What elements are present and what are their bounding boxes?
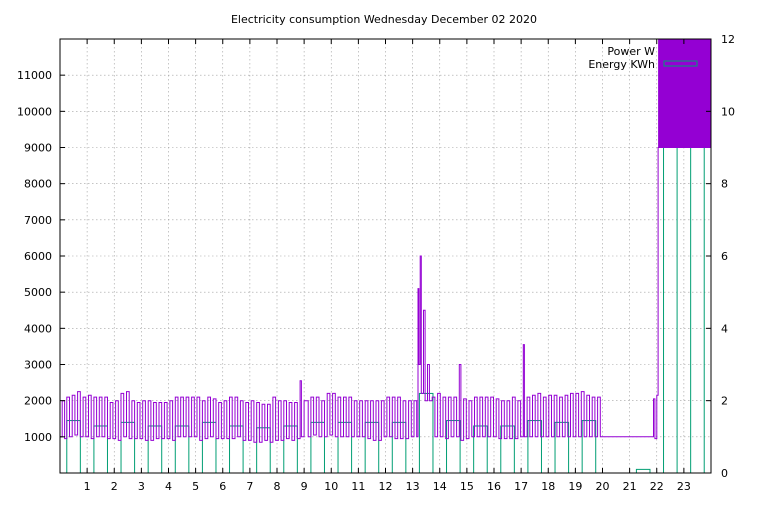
- grid: [60, 39, 711, 473]
- y-tick-label: 6000: [24, 250, 52, 263]
- energy-bar: [229, 425, 244, 474]
- energy-bar: [663, 114, 678, 474]
- x-tick-label: 9: [301, 480, 308, 493]
- y-tick-label: 5000: [24, 286, 52, 299]
- y-tick-label: 1000: [24, 431, 52, 444]
- y2-tick-label: 4: [721, 322, 728, 335]
- y-tick-label: 9000: [24, 142, 52, 155]
- x-tick-label: 2: [111, 480, 118, 493]
- y2-tick-label: 12: [721, 33, 735, 46]
- energy-bar: [201, 421, 217, 474]
- energy-boxes: [66, 103, 705, 474]
- x-tick-label: 20: [596, 480, 610, 493]
- legend-power-label: Power W: [607, 45, 655, 58]
- energy-bar: [147, 425, 163, 474]
- legend: Power W Energy KWh: [588, 45, 698, 71]
- x-tick-label: 19: [568, 480, 582, 493]
- energy-bar: [66, 420, 81, 474]
- energy-bar: [120, 421, 136, 474]
- x-tick-label: 15: [460, 480, 474, 493]
- energy-bar: [256, 427, 271, 474]
- energy-bar: [418, 392, 434, 474]
- y2-tick-label: 10: [721, 105, 735, 118]
- y-tick-label: 4000: [24, 322, 52, 335]
- energy-bar: [635, 468, 651, 474]
- x-tick-label: 3: [138, 480, 145, 493]
- y-tick-label: 3000: [24, 359, 52, 372]
- power-peak-fill: [658, 39, 711, 148]
- energy-bar: [364, 421, 380, 474]
- x-tick-label: 18: [541, 480, 555, 493]
- energy-bar: [283, 425, 298, 474]
- energy-bar: [93, 425, 108, 474]
- x-tick-label: 5: [192, 480, 199, 493]
- x-tick-label: 6: [219, 480, 226, 493]
- x-tick-label: 7: [246, 480, 253, 493]
- y2-tick-label: 8: [721, 178, 728, 191]
- energy-bar: [690, 103, 705, 474]
- energy-bar: [391, 421, 407, 474]
- x-tick-label: 21: [623, 480, 637, 493]
- x-tick-label: 14: [433, 480, 447, 493]
- x-tick-label: 23: [677, 480, 691, 493]
- x-tick-label: 16: [487, 480, 501, 493]
- y-tick-label: 11000: [17, 69, 52, 82]
- x-tick-label: 17: [514, 480, 528, 493]
- y2-tick-label: 0: [721, 467, 728, 480]
- legend-energy-label: Energy KWh: [588, 58, 655, 71]
- x-tick-label: 12: [379, 480, 393, 493]
- chart-title: Electricity consumption Wednesday Decemb…: [231, 13, 537, 26]
- axis-ticks: 1 2 3 4 5 6 7 8 9 10 11 12 13 14 15 16 17 18 19 20 21 22 23100…: [17, 33, 735, 493]
- y-tick-label: 8000: [24, 178, 52, 191]
- x-tick-label: 10: [324, 480, 338, 493]
- x-tick-label: 1: [84, 480, 91, 493]
- x-tick-label: 11: [351, 480, 365, 493]
- x-tick-label: 4: [165, 480, 172, 493]
- y2-tick-label: 6: [721, 250, 728, 263]
- power-line: [60, 147, 711, 443]
- y-tick-label: 7000: [24, 214, 52, 227]
- x-tick-label: 8: [274, 480, 281, 493]
- power-series: [60, 39, 711, 443]
- y-tick-label: 10000: [17, 105, 52, 118]
- energy-bar: [337, 421, 353, 474]
- legend-energy-swatch: [663, 60, 698, 67]
- energy-bar: [174, 425, 190, 474]
- x-tick-label: 13: [406, 480, 420, 493]
- y2-tick-label: 2: [721, 395, 728, 408]
- x-tick-label: 22: [650, 480, 664, 493]
- energy-bar: [310, 421, 325, 474]
- y-tick-label: 2000: [24, 395, 52, 408]
